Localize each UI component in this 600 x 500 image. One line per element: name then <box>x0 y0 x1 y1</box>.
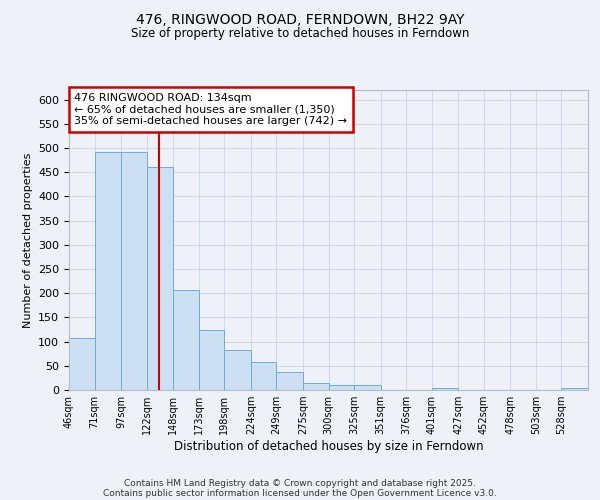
Bar <box>69 338 95 390</box>
Bar <box>199 330 224 390</box>
Text: 476 RINGWOOD ROAD: 134sqm
← 65% of detached houses are smaller (1,350)
35% of se: 476 RINGWOOD ROAD: 134sqm ← 65% of detac… <box>74 93 347 126</box>
Bar <box>95 152 121 390</box>
Y-axis label: Number of detached properties: Number of detached properties <box>23 152 32 328</box>
Bar <box>121 152 146 390</box>
Text: Contains public sector information licensed under the Open Government Licence v3: Contains public sector information licen… <box>103 488 497 498</box>
Bar <box>251 362 277 390</box>
X-axis label: Distribution of detached houses by size in Ferndown: Distribution of detached houses by size … <box>173 440 484 453</box>
Text: Contains HM Land Registry data © Crown copyright and database right 2025.: Contains HM Land Registry data © Crown c… <box>124 478 476 488</box>
Bar <box>431 388 458 390</box>
Bar <box>224 350 251 390</box>
Bar <box>277 372 303 390</box>
Bar <box>173 290 199 390</box>
Text: 476, RINGWOOD ROAD, FERNDOWN, BH22 9AY: 476, RINGWOOD ROAD, FERNDOWN, BH22 9AY <box>136 12 464 26</box>
Bar <box>562 388 588 390</box>
Bar <box>146 168 173 390</box>
Text: Size of property relative to detached houses in Ferndown: Size of property relative to detached ho… <box>131 28 469 40</box>
Bar <box>303 382 329 390</box>
Bar <box>354 385 380 390</box>
Bar <box>329 385 354 390</box>
